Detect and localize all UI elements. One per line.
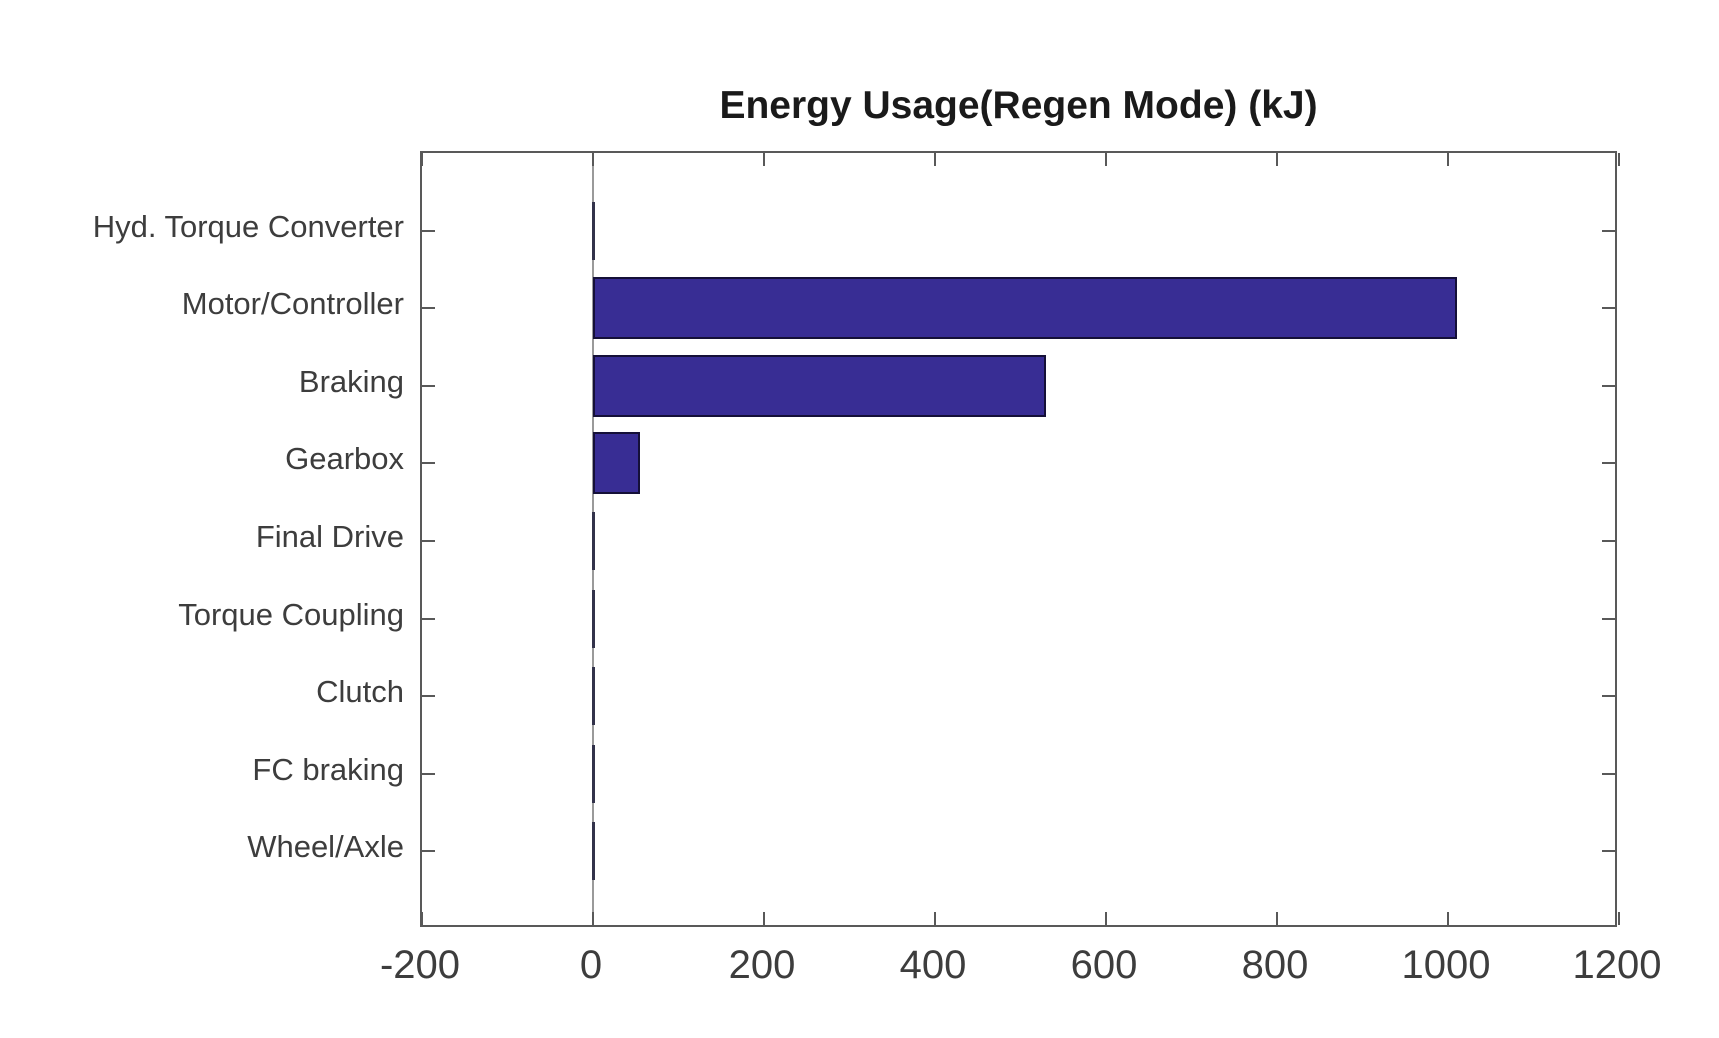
y-tick-left [422, 540, 435, 542]
x-tick-bottom [421, 912, 423, 925]
x-tick-label: 0 [579, 943, 603, 987]
y-tick-label: Torque Coupling [178, 596, 404, 632]
x-tick-top [1618, 153, 1620, 166]
zero-value-bar [591, 512, 595, 570]
y-tick-label: Braking [298, 363, 404, 399]
x-tick-bottom [763, 912, 765, 925]
x-tick-top [1105, 153, 1107, 166]
y-tick-left [422, 617, 435, 620]
y-tick-right [1602, 772, 1615, 775]
y-tick-left [422, 307, 435, 310]
zero-value-bar [591, 822, 595, 881]
x-tick-bottom [592, 912, 594, 925]
y-tick-right [1602, 540, 1615, 542]
y-tick-left [422, 695, 435, 698]
y-tick-left [422, 772, 435, 775]
x-tick-label: 200 [728, 943, 796, 987]
zero-value-bar [591, 744, 595, 803]
x-tick-label: 800 [1241, 943, 1309, 987]
x-tick-label: -200 [379, 943, 461, 987]
x-tick-bottom [1447, 912, 1449, 925]
y-tick-right [1602, 462, 1615, 465]
y-tick-left [422, 229, 435, 232]
bar [593, 277, 1457, 340]
y-tick-right [1602, 695, 1615, 698]
x-tick-top [934, 153, 936, 166]
y-tick-label: Final Drive [255, 519, 404, 554]
y-tick-right [1602, 617, 1615, 620]
x-tick-label: 400 [899, 943, 967, 987]
x-tick-top [592, 153, 594, 166]
y-tick-right [1602, 307, 1615, 310]
x-tick-label: 1200 [1572, 943, 1662, 987]
bar [593, 432, 641, 495]
y-tick-left [422, 384, 435, 387]
y-tick-left [422, 850, 435, 853]
y-tick-left [422, 462, 435, 465]
plot-area [420, 151, 1620, 927]
x-tick-bottom [1105, 912, 1107, 925]
y-tick-right [1602, 384, 1615, 387]
x-tick-bottom [1276, 912, 1278, 925]
x-tick-top [1276, 153, 1278, 166]
y-tick-label: Wheel/Axle [247, 829, 404, 865]
x-tick-top [1447, 153, 1449, 166]
y-tick-label: Clutch [316, 674, 404, 710]
y-tick-label: FC braking [252, 751, 404, 787]
x-tick-label: 600 [1070, 943, 1138, 987]
x-tick-bottom [1618, 912, 1620, 925]
y-tick-right [1602, 850, 1615, 853]
y-tick-right [1602, 229, 1615, 232]
bar [593, 354, 1047, 417]
zero-value-bar [591, 589, 595, 648]
zero-value-bar [591, 201, 595, 260]
zero-value-bar [591, 667, 595, 726]
y-tick-label: Hyd. Torque Converter [92, 208, 404, 244]
y-tick-label: Gearbox [285, 441, 404, 477]
x-tick-label: 1000 [1401, 943, 1491, 987]
x-tick-top [421, 153, 423, 166]
y-tick-label: Motor/Controller [181, 286, 404, 322]
x-tick-bottom [934, 912, 936, 925]
x-tick-top [763, 153, 765, 166]
chart-title: Energy Usage(Regen Mode) (kJ) [719, 84, 1318, 127]
